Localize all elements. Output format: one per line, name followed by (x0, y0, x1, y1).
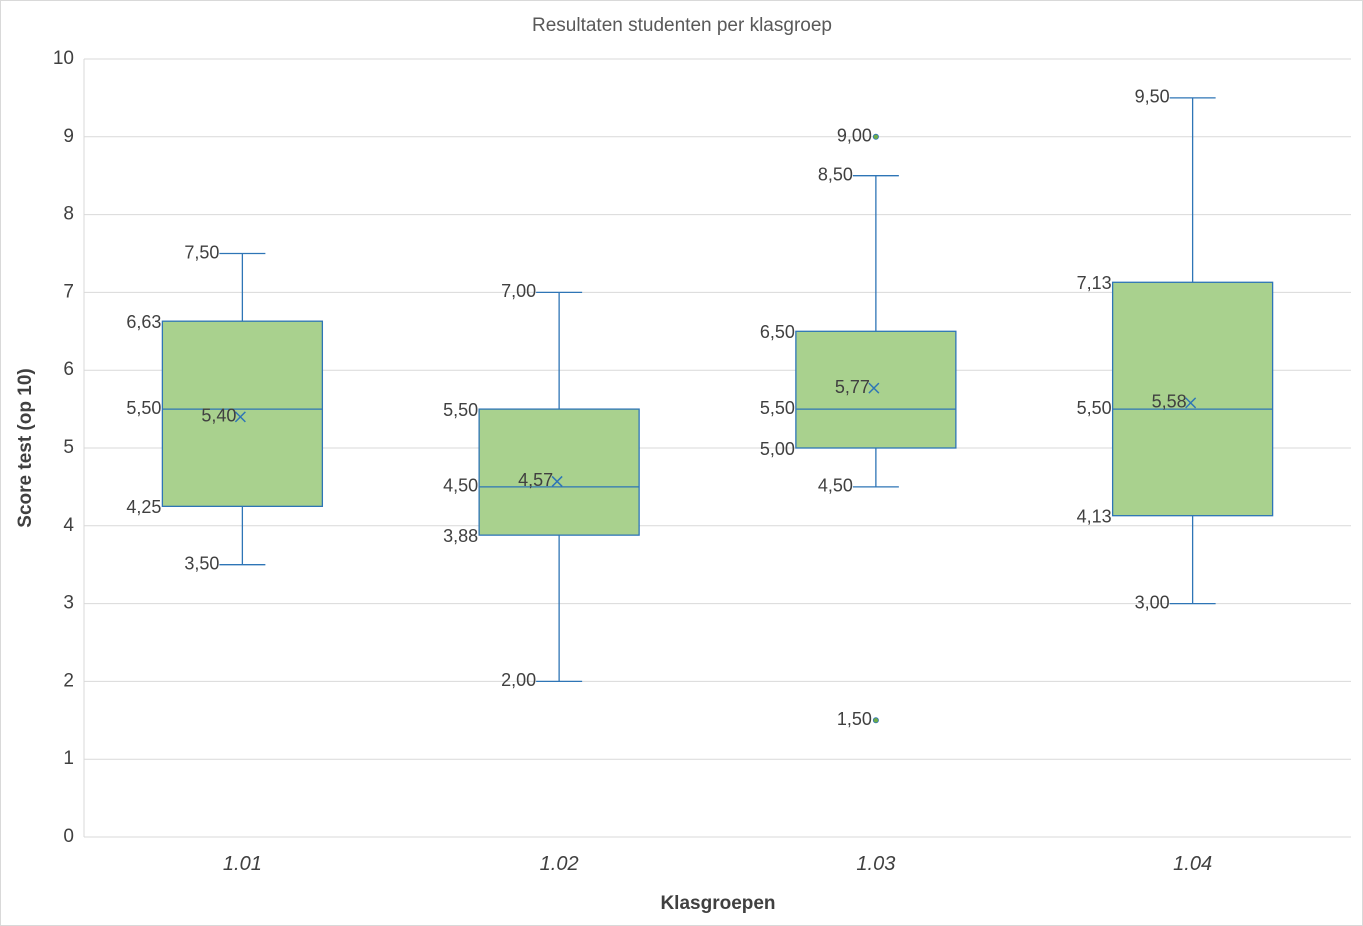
max-label: 7,50 (184, 242, 219, 262)
box-series: 6,63 5,50 4,25 7,50 3,50 5,40 5,50 4,50 3,88 7,00… (126, 87, 1274, 729)
mean-marker (551, 475, 563, 487)
iqr-box (161, 320, 324, 508)
mean-label: 5,40 (201, 406, 236, 426)
y-tick-label: 5 (63, 437, 74, 458)
y-tick-label: 1 (63, 748, 74, 769)
x-tick-label: 1.04 (1173, 853, 1212, 875)
y-tick-label: 9 (63, 126, 74, 147)
max-label: 9,50 (1135, 87, 1170, 107)
mean-marker (868, 382, 880, 394)
max-label: 8,50 (818, 164, 853, 184)
box-group: 7,13 5,50 4,13 9,50 3,00 5,58 (1077, 87, 1274, 612)
box-group: 5,50 4,50 3,88 7,00 2,00 4,57 (443, 281, 640, 690)
iqr-box (478, 408, 640, 536)
x-tick-label: 1.01 (223, 853, 262, 875)
min-label: 4,50 (818, 476, 853, 496)
outlier-point (872, 133, 879, 140)
y-axis-title: Score test (op 10) (15, 368, 36, 527)
y-tick-label: 7 (63, 281, 74, 302)
outlier-label: 9,00 (837, 126, 872, 146)
y-tick-label: 6 (63, 359, 74, 380)
max-label: 7,00 (501, 281, 536, 301)
x-tick-label: 1.03 (856, 853, 895, 875)
mean-marker (234, 411, 246, 423)
y-tick-label: 0 (63, 826, 74, 847)
y-axis-ticks: 0 1 2 3 4 5 6 7 8 9 10 (53, 48, 75, 847)
y-tick-label: 4 (63, 515, 74, 536)
x-axis-ticks: 1.01 1.02 1.03 1.04 (223, 853, 1212, 875)
y-tick-label: 2 (63, 670, 74, 691)
q3-label: 6,50 (760, 322, 795, 342)
median-label: 5,50 (760, 398, 795, 418)
median-label: 4,50 (443, 476, 478, 496)
min-label: 3,50 (184, 553, 219, 573)
x-tick-label: 1.02 (540, 853, 579, 875)
y-tick-label: 10 (53, 48, 74, 69)
q3-label: 5,50 (443, 400, 478, 420)
chart-title: Resultaten studenten per klasgroep (532, 15, 832, 36)
outlier-label: 1,50 (837, 709, 872, 729)
q3-label: 7,13 (1077, 273, 1112, 293)
q1-label: 4,13 (1077, 506, 1112, 526)
y-tick-label: 3 (63, 593, 74, 614)
box-group: 9,00 1,50 6,50 5,50 5,00 8,50 4,50 5,77 (760, 126, 957, 729)
q1-label: 3,88 (443, 526, 478, 546)
box-group: 6,63 5,50 4,25 7,50 3,50 5,40 (126, 242, 324, 573)
x-axis-title: Klasgroepen (660, 893, 775, 914)
min-label: 3,00 (1135, 592, 1170, 612)
mean-label: 5,77 (835, 377, 870, 397)
mean-marker (1185, 397, 1197, 409)
iqr-box (1111, 281, 1274, 517)
q1-label: 4,25 (126, 497, 161, 517)
mean-label: 5,58 (1152, 392, 1187, 412)
q3-label: 6,63 (126, 312, 161, 332)
mean-label: 4,57 (518, 470, 553, 490)
q1-label: 5,00 (760, 439, 795, 459)
median-label: 5,50 (126, 398, 161, 418)
outlier-point (872, 717, 879, 724)
median-label: 5,50 (1077, 398, 1112, 418)
y-tick-label: 8 (63, 204, 74, 225)
min-label: 2,00 (501, 670, 536, 690)
